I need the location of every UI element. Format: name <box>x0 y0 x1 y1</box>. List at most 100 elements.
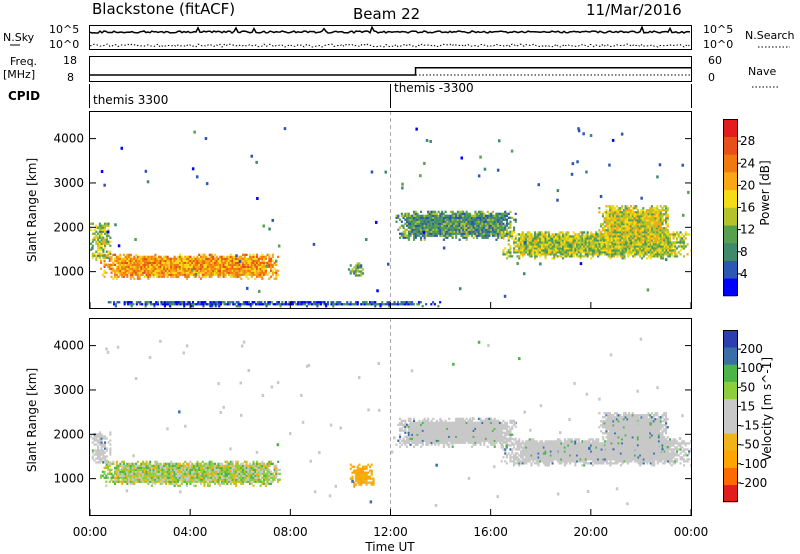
power-cell <box>178 253 181 256</box>
power-cell <box>208 261 211 264</box>
velocity-cell <box>170 462 173 465</box>
power-cell <box>223 303 226 306</box>
power-cell <box>676 255 679 258</box>
power-cell <box>544 239 547 242</box>
power-cell <box>537 249 540 252</box>
power-cell <box>555 239 558 242</box>
power-point <box>204 137 208 140</box>
power-cell <box>614 245 617 248</box>
power-cell <box>597 247 600 250</box>
power-cell <box>275 269 278 272</box>
power-cell <box>516 245 519 248</box>
velocity-cell <box>177 470 180 473</box>
power-cell <box>632 249 635 252</box>
power-cell <box>171 275 174 278</box>
velocity-cell <box>198 472 201 475</box>
power-cell <box>638 237 641 240</box>
power-cell <box>597 249 600 252</box>
power-cell <box>470 224 473 227</box>
power-cell <box>621 255 624 258</box>
power-cell <box>635 213 638 216</box>
power-cell <box>607 217 610 220</box>
power-cell <box>598 247 601 250</box>
velocity-cell <box>229 480 232 483</box>
power-cell <box>220 301 223 304</box>
velocity-cell <box>142 462 145 465</box>
power-cell <box>122 267 125 270</box>
power-cell <box>185 263 188 266</box>
power-cell <box>129 253 132 256</box>
power-point <box>664 258 668 262</box>
power-cell <box>669 243 672 246</box>
power-cell <box>411 232 414 235</box>
velocity-cell <box>105 466 108 469</box>
power-cell <box>189 273 192 276</box>
power-cell <box>428 210 431 213</box>
power-cell <box>335 301 338 304</box>
power-cell <box>481 222 484 225</box>
power-cell <box>219 273 222 276</box>
power-cell <box>138 259 141 262</box>
power-cell <box>626 243 629 246</box>
power-cell <box>407 222 410 225</box>
power-cell <box>430 216 433 219</box>
power-cell <box>444 210 447 213</box>
power-cell <box>135 263 138 266</box>
power-cell <box>266 273 269 276</box>
velocity-cell <box>191 480 194 483</box>
velocity-cell <box>143 462 146 465</box>
velocity-cell <box>222 464 225 467</box>
power-cell <box>565 253 568 256</box>
power-cell <box>145 263 148 266</box>
power-cell <box>590 257 593 260</box>
velocity-cell <box>152 478 155 481</box>
power-cell <box>423 236 426 239</box>
power-cell <box>624 215 627 218</box>
power-point <box>423 161 426 165</box>
power-cell <box>249 271 252 274</box>
power-cell <box>150 259 153 262</box>
velocity-cell <box>124 474 127 477</box>
power-cell <box>178 261 181 264</box>
velocity-cell <box>121 480 124 483</box>
power-cell <box>513 243 516 246</box>
power-cell <box>399 236 402 239</box>
power-cell <box>240 263 243 266</box>
power-point <box>196 175 199 179</box>
velocity-cell <box>231 470 234 473</box>
velocity-cell <box>149 468 152 471</box>
power-cell <box>658 249 661 252</box>
power-cell <box>625 241 628 244</box>
power-cell <box>157 263 160 266</box>
velocity-cell <box>166 470 169 473</box>
velocity-cell <box>238 474 241 477</box>
power-cell <box>513 228 516 231</box>
power-cell <box>462 230 465 233</box>
power-cell <box>595 243 598 246</box>
power-cell <box>432 232 435 235</box>
power-cell <box>465 228 468 231</box>
velocity-cell <box>129 480 132 483</box>
power-cell <box>674 245 677 248</box>
power-cell <box>465 234 468 237</box>
power-cell <box>476 220 479 223</box>
power-cell <box>256 273 259 276</box>
power-cell <box>647 255 650 258</box>
power-cell <box>619 217 622 220</box>
power-cell <box>493 232 496 235</box>
power-cell <box>615 235 618 238</box>
power-cell <box>633 253 636 256</box>
power-cell <box>205 263 208 266</box>
nave-tick-bottom: 0 <box>708 71 715 84</box>
velocity-cell <box>205 466 208 469</box>
power-cell <box>161 273 164 276</box>
power-cell <box>607 247 610 250</box>
velocity-cell <box>129 482 132 485</box>
power-cell <box>208 269 211 272</box>
velocity-cell <box>224 474 227 477</box>
power-cell <box>577 239 580 242</box>
power-cell <box>502 237 505 240</box>
power-cell <box>528 253 531 256</box>
velocity-cell <box>182 464 185 467</box>
power-cell <box>612 227 615 230</box>
